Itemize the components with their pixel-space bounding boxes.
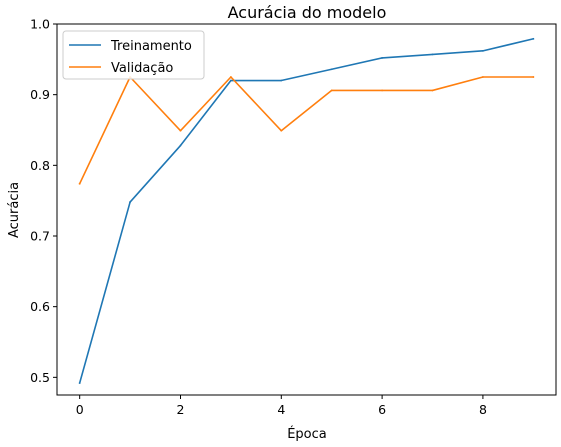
plot-frame	[56, 23, 557, 396]
x-tick-label: 6	[378, 402, 386, 417]
x-axis-ticks: 0 2 4 6 8	[76, 395, 487, 417]
y-tick-label: 0.9	[30, 87, 50, 102]
series-1-point-7	[431, 89, 434, 92]
series-1-point-4	[280, 129, 283, 132]
y-tick-label: 0.8	[30, 158, 50, 173]
series-1-point-5	[330, 89, 333, 92]
series-layer	[78, 37, 535, 384]
series-line-0	[78, 37, 535, 384]
series-1-point-8	[482, 76, 484, 78]
series-0-point-9	[532, 37, 535, 40]
series-1-point-6	[381, 89, 384, 92]
legend: Treinamento Validação	[62, 30, 205, 80]
series-0-point-0	[78, 382, 81, 384]
x-tick-label: 4	[277, 402, 285, 417]
y-axis-ticks: 0.5 0.6 0.7 0.8 0.9 1.0	[30, 17, 57, 385]
series-1-point-3	[229, 76, 232, 78]
legend-label-0: Treinamento	[110, 39, 192, 54]
x-tick-label: 2	[177, 402, 185, 417]
series-0-point-2	[179, 144, 182, 147]
y-tick-label: 0.5	[30, 370, 50, 385]
legend-items: Treinamento Validação	[69, 39, 192, 76]
series-0-point-3	[229, 79, 232, 82]
y-tick-label: 0.6	[30, 299, 50, 314]
x-tick-label: 8	[479, 402, 487, 417]
series-0-point-4	[280, 79, 283, 82]
plot-area: 0 2 4 6 8 0.5 0.6 0.7 0.8 0.9 1.0	[30, 17, 557, 417]
chart-title: Acurácia do modelo	[228, 3, 387, 22]
series-1-point-9	[532, 76, 535, 78]
y-tick-label: 0.7	[30, 229, 50, 244]
series-1-point-0	[78, 182, 81, 185]
series-0-point-5	[330, 68, 333, 71]
series-0-point-8	[482, 49, 484, 52]
legend-label-1: Validação	[111, 61, 173, 76]
y-axis-label: Acurácia	[7, 182, 22, 238]
x-axis-label: Época	[287, 426, 327, 442]
series-line-1	[78, 76, 535, 185]
series-0-point-7	[431, 53, 434, 56]
series-0-point-1	[129, 201, 131, 203]
series-0-point-6	[381, 57, 384, 59]
x-tick-label: 0	[76, 402, 84, 417]
series-1-point-2	[179, 129, 182, 132]
y-tick-label: 1.0	[30, 17, 50, 32]
